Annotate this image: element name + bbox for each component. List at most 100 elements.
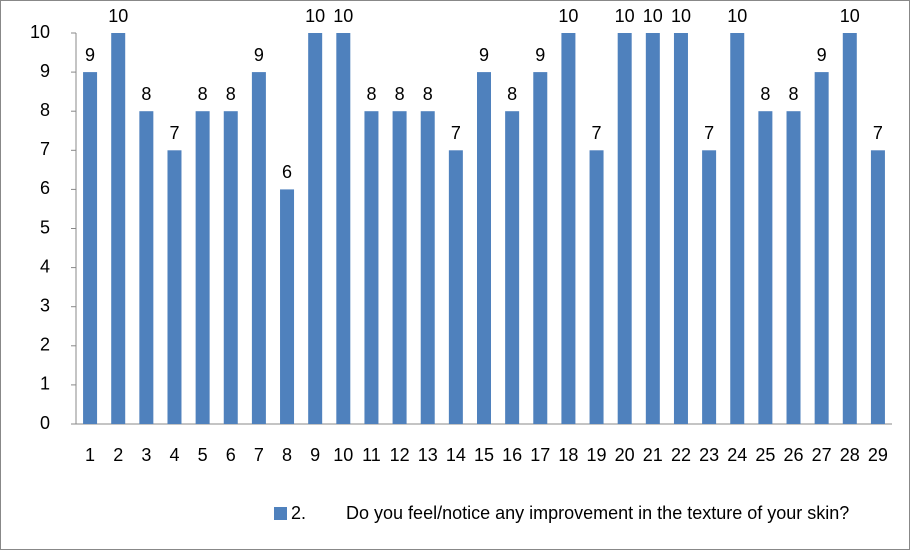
- y-tick-label: 1: [40, 374, 50, 394]
- bar: [195, 111, 210, 424]
- bar: [83, 72, 98, 424]
- bar: [814, 72, 829, 424]
- y-tick-label: 7: [40, 139, 50, 159]
- bar: [786, 111, 801, 424]
- data-label: 7: [592, 123, 602, 143]
- y-tick-label: 4: [40, 256, 50, 276]
- data-label: 10: [643, 6, 663, 26]
- x-tick-label: 5: [198, 445, 208, 465]
- x-tick-label: 12: [390, 445, 410, 465]
- data-label: 9: [817, 45, 827, 65]
- data-label: 8: [507, 84, 517, 104]
- x-tick-label: 16: [502, 445, 522, 465]
- y-tick-label: 8: [40, 100, 50, 120]
- data-label: 9: [535, 45, 545, 65]
- bar: [730, 33, 745, 424]
- x-tick-label: 15: [474, 445, 494, 465]
- data-label: 10: [671, 6, 691, 26]
- data-label: 10: [108, 6, 128, 26]
- bar: [223, 111, 238, 424]
- bar: [392, 111, 407, 424]
- data-label: 9: [85, 45, 95, 65]
- bar: [364, 111, 379, 424]
- bar: [111, 33, 126, 424]
- data-label: 9: [254, 45, 264, 65]
- bar: [280, 189, 295, 424]
- bar: [673, 33, 688, 424]
- data-label: 9: [479, 45, 489, 65]
- y-tick-label: 10: [30, 22, 50, 42]
- bar: [336, 33, 351, 424]
- x-tick-label: 23: [699, 445, 719, 465]
- data-label: 8: [760, 84, 770, 104]
- data-label: 7: [873, 123, 883, 143]
- bar: [139, 111, 154, 424]
- x-tick-label: 19: [587, 445, 607, 465]
- x-tick-label: 9: [310, 445, 320, 465]
- data-label: 10: [558, 6, 578, 26]
- y-tick-label: 0: [40, 413, 50, 433]
- x-tick-label: 29: [868, 445, 888, 465]
- data-label: 7: [704, 123, 714, 143]
- legend-label: 2. Do you feel/notice any improvement in…: [291, 503, 849, 523]
- x-tick-label: 4: [169, 445, 179, 465]
- data-label: 8: [423, 84, 433, 104]
- bar: [617, 33, 632, 424]
- x-tick-label: 26: [784, 445, 804, 465]
- bar: [251, 72, 266, 424]
- data-label: 7: [169, 123, 179, 143]
- y-tick-label: 6: [40, 178, 50, 198]
- data-label: 7: [451, 123, 461, 143]
- data-label: 10: [727, 6, 747, 26]
- y-tick-label: 3: [40, 295, 50, 315]
- bar: [870, 150, 885, 425]
- x-tick-label: 24: [727, 445, 747, 465]
- x-tick-label: 7: [254, 445, 264, 465]
- bar: [505, 111, 520, 424]
- data-label: 8: [366, 84, 376, 104]
- x-tick-label: 27: [812, 445, 832, 465]
- bar: [561, 33, 576, 424]
- x-tick-label: 1: [85, 445, 95, 465]
- data-label: 10: [333, 6, 353, 26]
- x-tick-label: 8: [282, 445, 292, 465]
- data-label: 10: [840, 6, 860, 26]
- y-tick-label: 2: [40, 335, 50, 355]
- x-tick-label: 13: [418, 445, 438, 465]
- x-tick-label: 18: [558, 445, 578, 465]
- x-tick-label: 11: [362, 445, 381, 465]
- data-label: 6: [282, 162, 292, 182]
- bar: [308, 33, 323, 424]
- data-label: 8: [789, 84, 799, 104]
- x-tick-label: 3: [141, 445, 151, 465]
- x-tick-label: 17: [530, 445, 550, 465]
- y-tick-label: 9: [40, 61, 50, 81]
- x-tick-label: 22: [671, 445, 691, 465]
- x-tick-label: 20: [615, 445, 635, 465]
- data-label: 8: [226, 84, 236, 104]
- bar: [758, 111, 773, 424]
- bar: [477, 72, 491, 424]
- bar: [589, 150, 604, 425]
- x-tick-label: 25: [755, 445, 775, 465]
- y-tick-label: 5: [40, 217, 50, 237]
- bar: [842, 33, 857, 424]
- data-label: 8: [141, 84, 151, 104]
- bar: [167, 150, 182, 425]
- x-tick-label: 2: [113, 445, 123, 465]
- x-tick-label: 21: [643, 445, 663, 465]
- x-tick-label: 6: [226, 445, 236, 465]
- data-label: 8: [198, 84, 208, 104]
- bar: [645, 33, 660, 424]
- data-label: 10: [615, 6, 635, 26]
- bar: [448, 150, 463, 425]
- bar: [533, 72, 548, 424]
- x-tick-label: 14: [446, 445, 466, 465]
- data-label: 8: [395, 84, 405, 104]
- bar: [702, 150, 717, 425]
- x-tick-label: 10: [333, 445, 353, 465]
- legend-swatch: [274, 507, 287, 520]
- x-tick-label: 28: [840, 445, 860, 465]
- bar: [420, 111, 435, 424]
